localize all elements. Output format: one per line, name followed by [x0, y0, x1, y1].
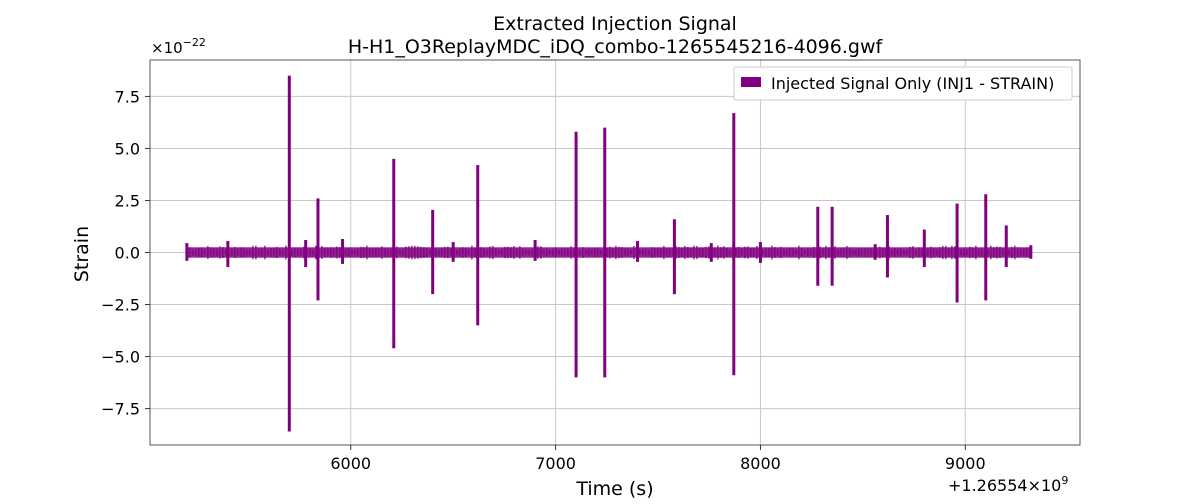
y-scale-label: ×10−22: [151, 36, 206, 57]
x-tick-label: 9000: [945, 454, 986, 473]
y-tick-label: −2.5: [101, 296, 140, 315]
x-ticks: 6000 7000 8000 9000: [330, 445, 986, 473]
y-tick-label: 0.0: [115, 244, 140, 263]
legend-box: [733, 66, 1073, 101]
x-axis-label: Time (s): [575, 478, 653, 500]
y-axis-label: Strain: [71, 226, 93, 282]
y-tick-label: 7.5: [115, 87, 140, 106]
y-scale-exponent: −22: [183, 36, 206, 49]
x-offset-base: +1.26554×10: [948, 476, 1061, 495]
x-tick-label: 6000: [330, 454, 371, 473]
x-offset-exponent: 9: [1061, 474, 1068, 487]
y-tick-label: 5.0: [115, 139, 140, 158]
signal-baseline-band: [186, 247, 1031, 258]
y-tick-label: 2.5: [115, 191, 140, 210]
y-tick-label: −7.5: [101, 400, 140, 419]
chart-subtitle: H-H1_O3ReplayMDC_iDQ_combo-1265545216-40…: [348, 36, 884, 58]
signal-series: [185, 75, 1033, 432]
x-tick-label: 7000: [535, 454, 576, 473]
legend-label: Injected Signal Only (INJ1 - STRAIN): [771, 74, 1054, 93]
x-tick-label: 8000: [740, 454, 781, 473]
y-tick-label: −5.0: [101, 348, 140, 367]
y-scale-base: ×10: [151, 39, 183, 57]
x-offset-label: +1.26554×109: [948, 474, 1068, 495]
chart-title: Extracted Injection Signal: [493, 13, 737, 35]
y-ticks: −7.5 −5.0 −2.5 0.0 2.5 5.0 7.5: [101, 87, 150, 419]
legend: Injected Signal Only (INJ1 - STRAIN): [733, 66, 1073, 101]
legend-swatch: [741, 77, 761, 87]
